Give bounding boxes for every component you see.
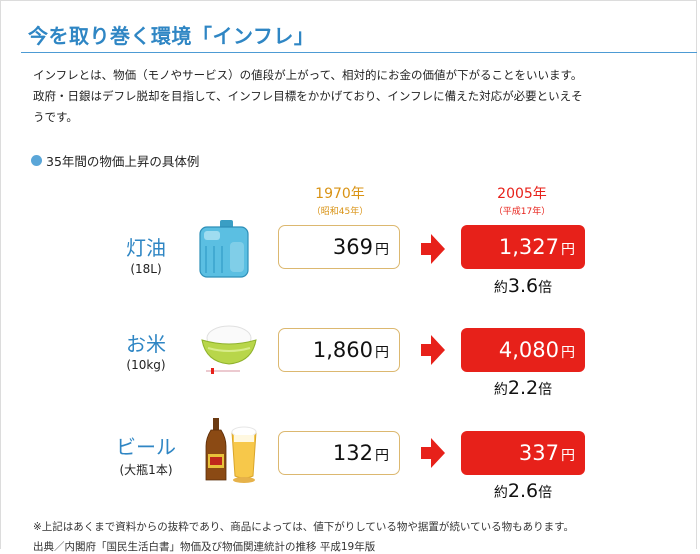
intro-line-3: うです。 (33, 110, 78, 124)
price-1970-beer: 132 円 (278, 431, 400, 475)
page-title: 今を取り巻く環境「インフレ」 (28, 24, 315, 48)
year-to-header: 2005年 （平成17年） (460, 183, 584, 217)
year-from-label: 1970年 (315, 186, 365, 202)
year-to-label: 2005年 (497, 186, 547, 202)
price-value: 1,860 (312, 338, 373, 362)
intro-line-1: インフレとは、物価（モノやサービス）の値段が上がって、相対的にお金の価値が下がる… (33, 68, 583, 82)
item-name-rice: お米 (10kg) (106, 328, 186, 372)
yen-unit: 円 (375, 345, 389, 361)
section-heading: 35年間の物価上昇の具体例 (31, 151, 199, 170)
year-from-era: （昭和45年） (311, 207, 369, 217)
price-1970-kerosene: 369 円 (278, 225, 400, 269)
ratio-prefix: 約 (493, 485, 508, 501)
price-2005-beer: 337 円 (461, 431, 585, 475)
ratio-beer: 約2.6倍 (461, 480, 585, 502)
item-label: 灯油 (126, 236, 166, 260)
ratio-suffix: 倍 (538, 280, 553, 296)
item-name-beer: ビール (大瓶1本) (106, 431, 186, 478)
price-2005-kerosene: 1,327 円 (461, 225, 585, 269)
price-2005-rice: 4,080 円 (461, 328, 585, 372)
footnote: ※上記はあくまで資料からの抜粋であり、商品によっては、値下がりしている物や据置が… (33, 521, 575, 533)
ratio-prefix: 約 (493, 280, 508, 296)
ratio-value: 3.6 (507, 275, 539, 297)
ratio-value: 2.6 (507, 480, 539, 502)
ratio-value: 2.2 (507, 377, 539, 399)
item-label: ビール (116, 435, 176, 459)
price-value: 132 (332, 441, 373, 465)
price-value: 1,327 (498, 235, 559, 259)
arrow-right-icon (421, 234, 445, 264)
price-value: 337 (518, 441, 559, 465)
yen-unit: 円 (375, 242, 389, 258)
rice-bowl-icon (201, 325, 257, 374)
item-unit: (大瓶1本) (119, 463, 173, 477)
price-value: 369 (332, 235, 373, 259)
item-name-kerosene: 灯油 (18L) (106, 232, 186, 276)
section-title: 35年間の物価上昇の具体例 (46, 154, 200, 169)
source-citation: 出典／内閣府「国民生活白書」物価及び物価関連統計の推移 平成19年版 (33, 541, 376, 553)
price-value: 4,080 (498, 338, 559, 362)
intro-line-2: 政府・日銀はデフレ脱却を目指して、インフレ目標をかかげており、インフレに備えた対… (33, 89, 583, 103)
item-label: お米 (126, 332, 166, 356)
title-divider (21, 52, 697, 53)
year-to-era: （平成17年） (493, 207, 551, 217)
yen-unit: 円 (561, 242, 575, 258)
ratio-suffix: 倍 (538, 382, 553, 398)
yen-unit: 円 (561, 345, 575, 361)
ratio-kerosene: 約3.6倍 (461, 275, 585, 297)
beer-icon (205, 418, 257, 483)
bullet-dot-icon (31, 155, 42, 166)
yen-unit: 円 (375, 448, 389, 464)
price-1970-rice: 1,860 円 (278, 328, 400, 372)
year-from-header: 1970年 （昭和45年） (278, 183, 402, 217)
kerosene-tank-icon (199, 220, 249, 278)
item-unit: (10kg) (126, 358, 166, 372)
arrow-right-icon (421, 335, 445, 365)
ratio-prefix: 約 (493, 382, 508, 398)
ratio-rice: 約2.2倍 (461, 377, 585, 399)
ratio-suffix: 倍 (538, 485, 553, 501)
item-unit: (18L) (130, 262, 162, 276)
arrow-right-icon (421, 438, 445, 468)
intro-text: インフレとは、物価（モノやサービス）の値段が上がって、相対的にお金の価値が下がる… (33, 65, 663, 128)
yen-unit: 円 (561, 448, 575, 464)
